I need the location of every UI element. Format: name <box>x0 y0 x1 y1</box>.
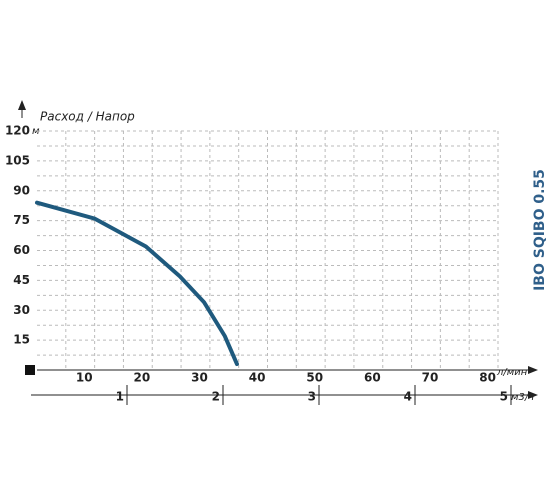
x-tick-label: 60 <box>364 371 381 385</box>
y-tick-label: 30 <box>13 303 30 317</box>
side-title: IBO SQIBO 0.55 <box>532 169 548 291</box>
x-tick-label: 70 <box>422 371 439 385</box>
y-tick-label: 15 <box>13 333 30 347</box>
x2-tick-label: 2 <box>212 390 220 404</box>
x-tick-label: 20 <box>134 371 151 385</box>
x-unit: л/мин <box>496 367 528 378</box>
x-tick-label: 30 <box>191 371 208 385</box>
x2-tick-label: 1 <box>116 390 124 404</box>
x2-tick-label: 3 <box>308 390 316 404</box>
axis-title: Расход / Напор <box>40 110 135 124</box>
y-arrow <box>18 100 26 110</box>
y-tick-label: 120 <box>5 124 30 138</box>
y-tick-label: 105 <box>5 153 30 167</box>
x2-tick-label: 4 <box>404 390 412 404</box>
x-tick-label: 10 <box>76 371 93 385</box>
x-tick-label: 80 <box>479 371 496 385</box>
x-tick-label: 50 <box>306 371 323 385</box>
y-unit: м <box>32 126 40 137</box>
x-arrow <box>528 366 538 374</box>
origin-marker <box>25 365 35 375</box>
y-tick-label: 75 <box>13 213 30 227</box>
y-tick-label: 90 <box>13 183 30 197</box>
x2-arrow <box>528 391 538 399</box>
x-tick-label: 40 <box>249 371 266 385</box>
curve <box>35 200 239 367</box>
y-tick-label: 60 <box>13 243 30 257</box>
x2-tick-label: 5 <box>500 390 508 404</box>
y-tick-label: 45 <box>13 273 30 287</box>
x2-unit: м3/ч <box>511 392 534 403</box>
